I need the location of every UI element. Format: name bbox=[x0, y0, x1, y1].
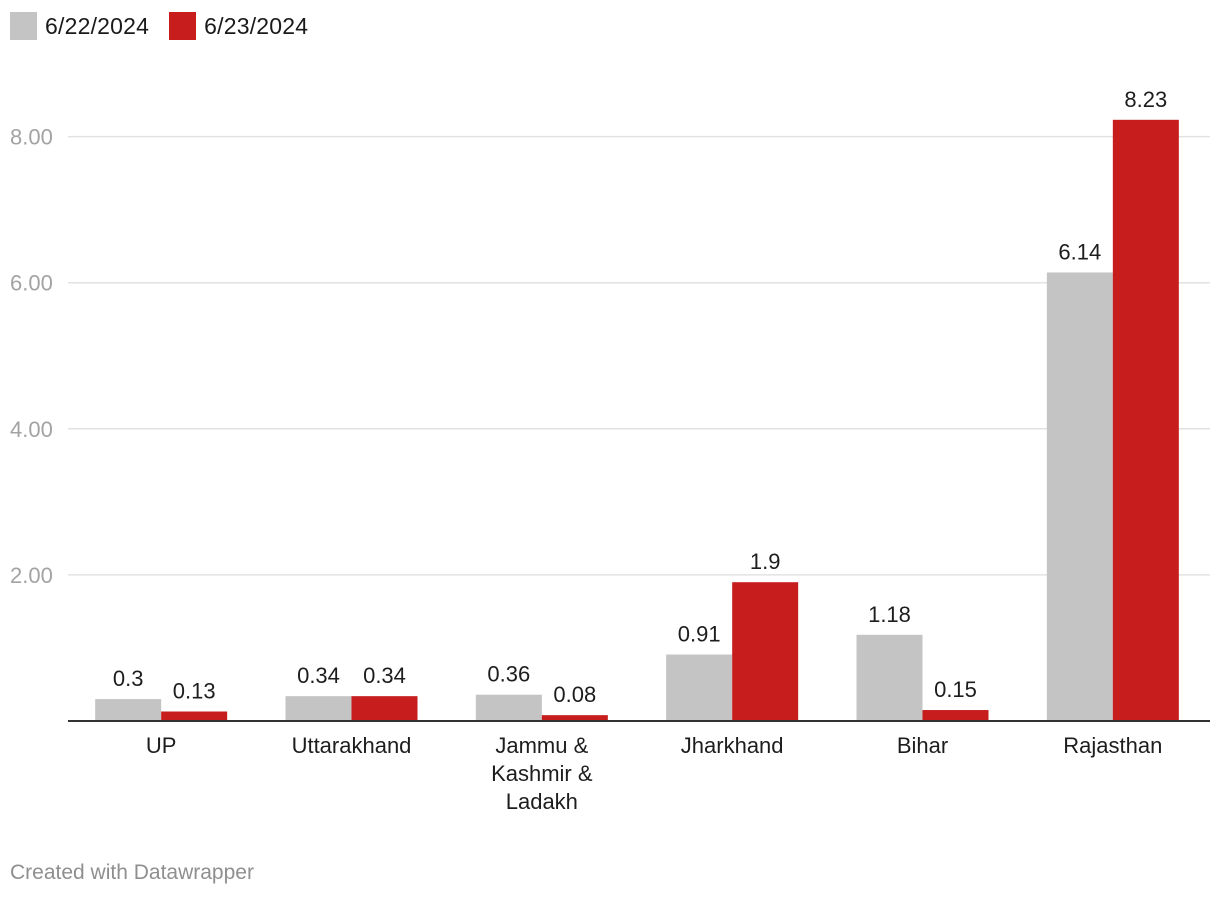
bar-2-1 bbox=[351, 696, 418, 721]
data-label: 1.9 bbox=[750, 549, 781, 574]
y-axis-ticks: 2.00 4.00 6.00 8.00 bbox=[10, 125, 53, 588]
data-label: 1.18 bbox=[868, 602, 911, 627]
data-label: 0.91 bbox=[678, 622, 721, 647]
x-axis-labels: UP Uttarakhand Jammu & Kashmir & Ladakh Jhark… bbox=[146, 733, 1162, 814]
bars bbox=[95, 119, 1179, 721]
legend-swatch-series-2 bbox=[169, 12, 197, 40]
legend-swatch-series-1 bbox=[10, 12, 37, 40]
bar-1-4 bbox=[856, 634, 923, 721]
bar-1-3 bbox=[666, 654, 733, 721]
x-tick-label: Ladakh bbox=[506, 789, 578, 814]
x-tick-label: Bihar bbox=[897, 733, 948, 758]
legend-label-series-1: 6/22/2024 bbox=[45, 12, 150, 39]
data-label: 0.36 bbox=[487, 662, 530, 687]
y-tick-label: 4.00 bbox=[10, 417, 53, 442]
legend-label-series-2: 6/23/2024 bbox=[204, 12, 309, 39]
data-label: 0.34 bbox=[363, 663, 406, 688]
bar-2-4 bbox=[922, 710, 989, 721]
gridlines bbox=[68, 135, 1210, 576]
data-label: 0.15 bbox=[934, 677, 977, 702]
x-tick-label: UP bbox=[146, 733, 177, 758]
bar-2-5 bbox=[1112, 119, 1179, 721]
y-tick-label: 2.00 bbox=[10, 563, 53, 588]
data-label: 0.13 bbox=[173, 679, 216, 704]
x-tick-label: Uttarakhand bbox=[292, 733, 412, 758]
legend: 6/22/2024 6/23/2024 bbox=[10, 12, 308, 40]
bar-2-2 bbox=[541, 715, 608, 721]
footer-credit: Created with Datawrapper bbox=[10, 861, 254, 884]
bar-2-0 bbox=[161, 711, 228, 721]
y-tick-label: 6.00 bbox=[10, 271, 53, 296]
x-tick-label: Jammu & bbox=[495, 733, 588, 758]
bar-2-3 bbox=[732, 582, 799, 721]
bar-1-2 bbox=[475, 694, 542, 721]
legend-item-series-1: 6/22/2024 bbox=[10, 12, 149, 40]
x-tick-label: Rajasthan bbox=[1063, 733, 1162, 758]
bar-1-1 bbox=[285, 696, 352, 721]
data-label: 0.34 bbox=[297, 663, 340, 688]
data-labels: 0.3 0.13 0.34 0.34 0.36 0.08 0.91 1.9 1.18 0.15 6.… bbox=[113, 87, 1167, 707]
legend-item-series-2: 6/23/2024 bbox=[169, 12, 308, 40]
data-label: 0.3 bbox=[113, 666, 144, 691]
y-tick-label: 8.00 bbox=[10, 125, 53, 150]
data-label: 8.23 bbox=[1124, 87, 1167, 112]
x-tick-label: Jharkhand bbox=[681, 733, 784, 758]
x-tick-label: Kashmir & bbox=[491, 761, 593, 786]
bar-1-0 bbox=[95, 699, 162, 721]
data-label: 6.14 bbox=[1058, 239, 1101, 264]
bar-1-5 bbox=[1046, 272, 1113, 721]
data-label: 0.08 bbox=[553, 682, 596, 707]
